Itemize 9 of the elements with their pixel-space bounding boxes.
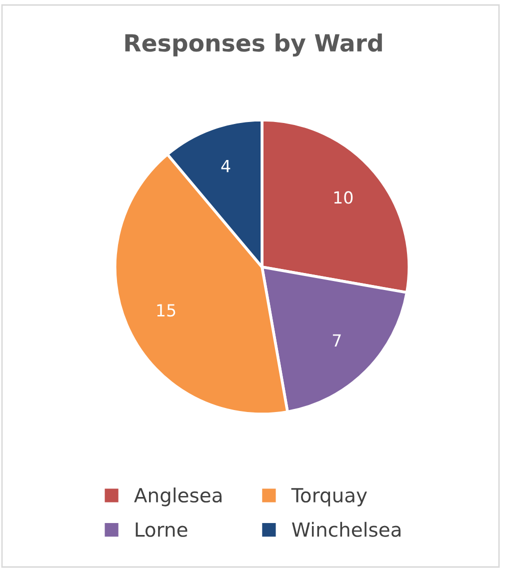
legend-label: Lorne <box>136 522 188 537</box>
data-label: 10 <box>334 191 353 204</box>
legend-label: Anglesea <box>134 488 222 506</box>
data-label: 15 <box>157 304 176 317</box>
legend-label: Winchelsea <box>292 522 400 537</box>
data-label: 4 <box>221 160 230 172</box>
chart-title: Responses by Ward <box>125 33 382 57</box>
data-label: 7 <box>332 334 341 346</box>
legend-label: Torquay <box>291 488 367 506</box>
